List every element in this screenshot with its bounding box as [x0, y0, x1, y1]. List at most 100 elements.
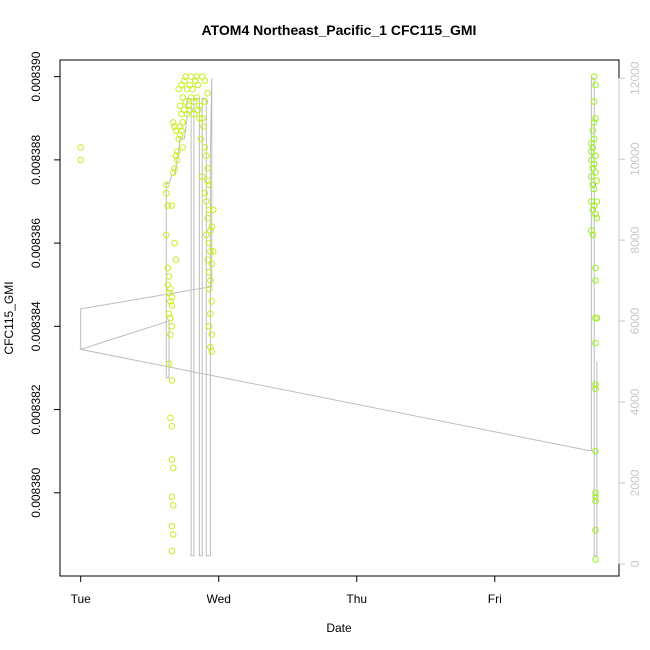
- data-point: [171, 123, 178, 130]
- data-point: [198, 115, 206, 122]
- data-point: [201, 189, 209, 197]
- data-point: [196, 115, 203, 122]
- data-point: [180, 77, 188, 85]
- data-point: [77, 156, 84, 164]
- data-point: [592, 277, 599, 284]
- y-tick-label: 0.008388: [29, 135, 43, 185]
- data-point: [592, 497, 599, 505]
- data-point: [592, 169, 599, 176]
- data-point: [200, 123, 207, 130]
- data-point: [179, 144, 187, 151]
- line-layer: [78, 77, 598, 557]
- data-point: [592, 447, 599, 455]
- y-tick-label: 0.008386: [29, 218, 43, 268]
- data-point: [204, 164, 211, 172]
- data-point: [592, 526, 599, 534]
- data-point: [168, 522, 176, 530]
- data-point: [197, 135, 205, 143]
- y-right-tick-label: 2000: [628, 469, 642, 496]
- data-point: [186, 106, 193, 114]
- data-point: [172, 127, 180, 134]
- data-point: [588, 227, 595, 234]
- data-point: [204, 90, 211, 97]
- data-point: [201, 144, 209, 151]
- data-point: [592, 385, 599, 393]
- data-point: [172, 152, 180, 159]
- data-point: [179, 119, 187, 126]
- data-point: [204, 256, 211, 264]
- y-right-tick-label: 0: [628, 560, 642, 567]
- x-tick-label: Fri: [488, 592, 502, 606]
- data-point: [167, 414, 174, 422]
- y-tick-label: 0.008382: [29, 384, 43, 434]
- x-tick-label: Tue: [71, 592, 92, 606]
- data-point: [592, 152, 599, 159]
- series-line: [78, 77, 598, 557]
- data-point: [194, 81, 202, 89]
- y-tick-label: 0.008380: [29, 467, 43, 517]
- data-point: [588, 173, 595, 180]
- data-point: [205, 285, 213, 293]
- y-right-tick-label: 12000: [628, 61, 642, 95]
- data-point: [208, 348, 216, 355]
- data-point: [208, 331, 216, 338]
- data-point: [208, 260, 216, 268]
- data-point: [163, 189, 170, 197]
- data-point: [183, 85, 191, 93]
- data-point: [168, 202, 176, 209]
- data-point: [204, 214, 211, 222]
- data-point: [77, 144, 84, 151]
- data-point: [205, 206, 213, 214]
- x-axis: Tue Wed Thu Fri: [71, 575, 502, 606]
- data-point: [169, 119, 177, 126]
- data-point: [209, 248, 217, 255]
- data-point: [176, 131, 184, 139]
- data-point: [589, 181, 597, 189]
- data-point: [194, 106, 202, 114]
- data-point: [172, 256, 180, 264]
- data-point: [179, 94, 187, 101]
- data-point: [592, 381, 599, 388]
- data-point: [205, 239, 213, 247]
- y-tick-label: 0.008390: [29, 51, 43, 101]
- data-point: [168, 377, 176, 384]
- data-point: [593, 198, 601, 205]
- data-point: [589, 231, 597, 239]
- y-axis-left: 0.008380 0.008382 0.008384 0.008386 0.008388…: [29, 51, 61, 518]
- data-point: [204, 177, 211, 184]
- data-point: [174, 148, 181, 155]
- y-right-tick-label: 6000: [628, 307, 642, 334]
- data-point: [589, 127, 597, 134]
- x-tick-label: Thu: [346, 592, 367, 606]
- data-point: [208, 223, 216, 230]
- data-point: [590, 160, 598, 168]
- data-point: [205, 323, 213, 330]
- data-point: [590, 98, 598, 105]
- data-point: [186, 81, 193, 89]
- data-point: [592, 264, 599, 272]
- data-point: [208, 298, 216, 305]
- data-point: [165, 273, 173, 280]
- data-point: [590, 185, 598, 193]
- data-point: [167, 298, 174, 305]
- data-point: [592, 81, 599, 89]
- data-point: [592, 339, 599, 347]
- data-point: [185, 102, 192, 110]
- x-axis-label: Date: [326, 621, 352, 635]
- data-point: [588, 139, 595, 147]
- y-right-tick-label: 8000: [628, 226, 642, 253]
- data-point: [592, 489, 599, 497]
- data-point: [167, 285, 174, 293]
- data-point: [203, 231, 210, 239]
- data-point: [207, 343, 214, 351]
- x-tick-label: Wed: [206, 592, 230, 606]
- data-point: [201, 77, 209, 85]
- data-point: [592, 493, 599, 501]
- data-point: [203, 198, 210, 205]
- y-right-tick-label: 4000: [628, 388, 642, 415]
- data-point: [169, 169, 177, 176]
- data-point: [175, 135, 182, 143]
- data-point: [588, 148, 595, 155]
- y-tick-label: 0.008384: [29, 301, 43, 351]
- data-point: [190, 110, 198, 118]
